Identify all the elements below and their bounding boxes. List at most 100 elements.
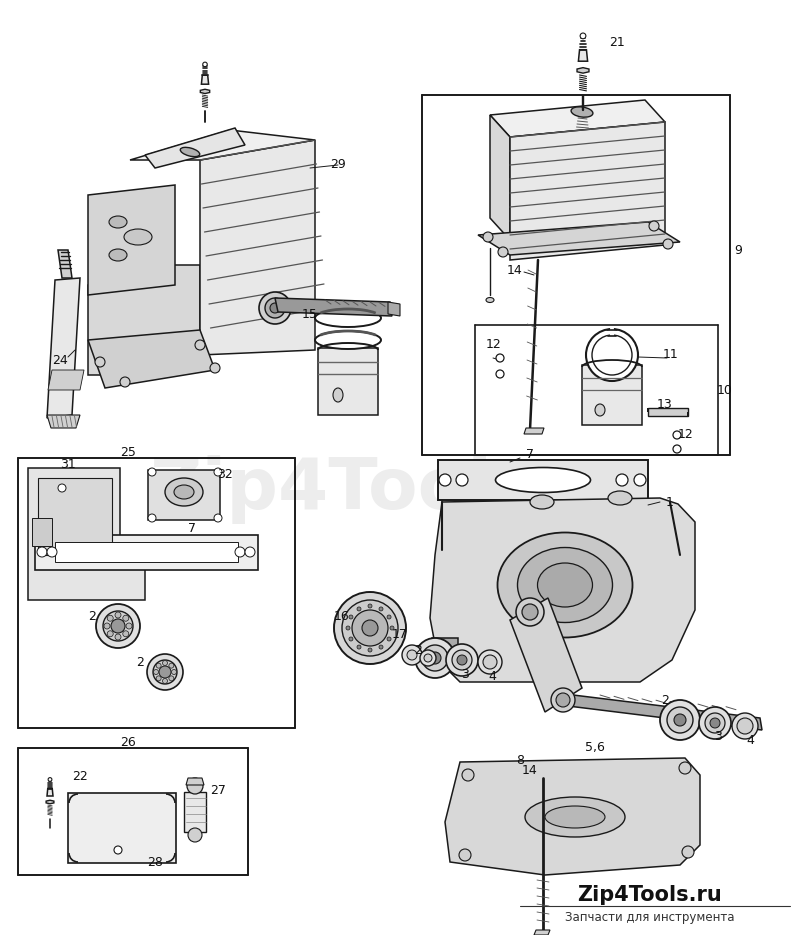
Circle shape [342,600,398,656]
Bar [32,518,52,546]
Ellipse shape [180,148,200,157]
Text: 16: 16 [334,611,350,624]
Circle shape [346,626,350,630]
Text: 12: 12 [678,428,694,441]
Ellipse shape [315,331,381,349]
Polygon shape [445,758,700,875]
Text: 8: 8 [516,754,524,767]
Polygon shape [200,140,315,355]
Text: 4: 4 [746,733,754,746]
Polygon shape [202,75,209,84]
Circle shape [556,693,570,707]
Text: 9: 9 [734,243,742,256]
Polygon shape [565,694,762,730]
Circle shape [214,514,222,522]
Circle shape [107,631,114,637]
Circle shape [649,221,659,231]
Polygon shape [388,302,400,316]
Polygon shape [88,185,175,295]
Ellipse shape [486,297,494,303]
Circle shape [379,607,383,611]
Text: 2: 2 [136,655,144,669]
Text: 7: 7 [188,522,196,535]
Circle shape [235,547,245,557]
Ellipse shape [538,563,593,607]
Polygon shape [47,788,53,796]
Polygon shape [432,638,458,648]
Circle shape [673,431,681,439]
Circle shape [154,669,158,674]
Text: 1: 1 [666,496,674,509]
Circle shape [429,652,441,664]
Circle shape [439,474,451,486]
Circle shape [357,645,361,649]
Circle shape [148,514,156,522]
Circle shape [156,663,161,669]
Circle shape [498,247,508,257]
Circle shape [457,655,467,665]
Polygon shape [490,115,510,240]
Ellipse shape [333,388,343,402]
Circle shape [111,619,125,633]
Polygon shape [47,278,80,418]
Polygon shape [430,498,695,682]
Circle shape [634,474,646,486]
Circle shape [362,620,378,636]
Circle shape [483,655,497,669]
Circle shape [171,669,177,674]
Circle shape [379,645,383,649]
Circle shape [673,445,681,453]
Polygon shape [130,130,315,160]
Circle shape [420,650,436,666]
Polygon shape [200,89,210,94]
Circle shape [104,623,110,629]
Circle shape [387,615,391,619]
Circle shape [446,644,478,676]
Polygon shape [38,478,112,555]
Circle shape [660,700,700,740]
Polygon shape [88,265,200,375]
Circle shape [58,484,66,492]
Circle shape [120,377,130,387]
Text: 2: 2 [661,694,669,707]
Circle shape [368,648,372,652]
Circle shape [586,329,638,381]
Polygon shape [524,428,544,434]
Polygon shape [478,222,680,255]
Circle shape [478,650,502,674]
Circle shape [148,468,156,476]
Circle shape [422,645,448,671]
Circle shape [58,544,66,552]
Circle shape [710,718,720,728]
Circle shape [496,354,504,362]
Circle shape [424,654,432,662]
Circle shape [153,660,177,684]
Circle shape [387,637,391,641]
Text: 7: 7 [526,449,534,462]
Circle shape [349,637,353,641]
Circle shape [115,634,121,640]
Polygon shape [145,128,245,168]
Circle shape [496,370,504,378]
Polygon shape [47,415,80,428]
Ellipse shape [495,468,590,493]
Circle shape [732,713,758,739]
Circle shape [551,688,575,712]
Polygon shape [578,50,587,61]
Circle shape [270,303,280,313]
Circle shape [202,62,207,66]
Polygon shape [582,365,642,425]
Circle shape [169,676,174,681]
Ellipse shape [571,107,593,117]
Circle shape [679,762,691,774]
Ellipse shape [518,548,613,623]
Polygon shape [46,800,54,804]
Polygon shape [275,298,392,316]
Text: 24: 24 [52,353,68,367]
Ellipse shape [525,797,625,837]
Circle shape [357,607,361,611]
Text: Zip4Tools.ru: Zip4Tools.ru [578,885,722,905]
Text: 27: 27 [210,784,226,797]
Circle shape [37,547,47,557]
Circle shape [352,610,388,646]
